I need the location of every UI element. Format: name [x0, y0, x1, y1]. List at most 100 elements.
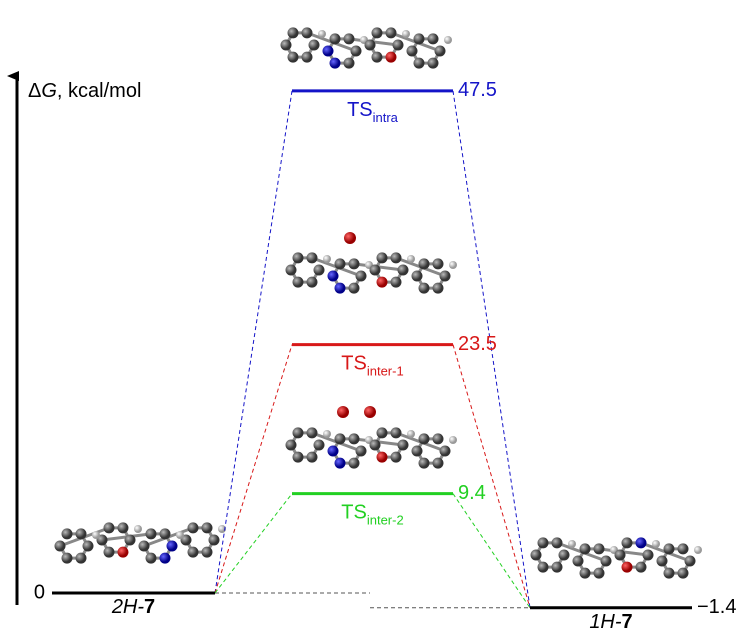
- axis-label-delta: Δ: [28, 80, 41, 102]
- atom: [377, 277, 388, 288]
- level-value: 47.5: [458, 79, 497, 101]
- atom: [433, 283, 444, 294]
- atom: [356, 446, 367, 457]
- atom: [685, 556, 696, 567]
- atom: [188, 547, 199, 558]
- atom: [76, 553, 87, 564]
- atom: [202, 547, 213, 558]
- atom: [622, 537, 633, 548]
- atom: [314, 440, 325, 451]
- label-main: TS: [341, 502, 367, 524]
- atom: [386, 27, 397, 38]
- atom: [364, 406, 376, 418]
- atom: [146, 528, 157, 539]
- atom: [309, 40, 320, 51]
- atom: [318, 30, 326, 38]
- atom: [160, 528, 171, 539]
- atom: [139, 541, 150, 552]
- atom: [293, 277, 304, 288]
- atom: [356, 271, 367, 282]
- level-value: 9.4: [458, 482, 486, 504]
- atom: [104, 547, 115, 558]
- atom: [428, 33, 439, 44]
- atom: [83, 541, 94, 552]
- atom: [386, 52, 397, 63]
- atom: [678, 543, 689, 554]
- atom: [288, 27, 299, 38]
- connector: [215, 494, 292, 593]
- atom: [643, 550, 654, 561]
- atom: [323, 430, 331, 438]
- atom: [552, 537, 563, 548]
- atom: [419, 258, 430, 269]
- atom: [594, 568, 605, 579]
- atom: [335, 258, 346, 269]
- level-label: TSinter-1: [341, 353, 403, 379]
- atom: [314, 265, 325, 276]
- atom: [349, 258, 360, 269]
- atom: [428, 58, 439, 69]
- label-italic: 1H-: [589, 611, 622, 631]
- atom: [531, 550, 542, 561]
- atom: [372, 27, 383, 38]
- atom: [538, 537, 549, 548]
- atom: [323, 46, 334, 57]
- connector: [453, 494, 530, 608]
- atom: [349, 283, 360, 294]
- atom: [335, 458, 346, 469]
- atom: [349, 458, 360, 469]
- atom: [678, 568, 689, 579]
- label-sub: inter-1: [367, 364, 404, 379]
- level-value: 23.5: [458, 333, 497, 355]
- atom: [286, 265, 297, 276]
- atom: [435, 46, 446, 57]
- atom: [580, 568, 591, 579]
- atom: [414, 58, 425, 69]
- atom: [365, 40, 376, 51]
- atom: [176, 531, 184, 539]
- atom: [391, 452, 402, 463]
- atom: [412, 446, 423, 457]
- atom: [337, 406, 349, 418]
- atom: [694, 546, 702, 554]
- atom: [167, 541, 178, 552]
- connector: [215, 91, 292, 593]
- label-italic: 2H-: [111, 596, 145, 618]
- atom: [335, 283, 346, 294]
- axis-label: ΔG, kcal/mol: [28, 80, 141, 102]
- atom: [391, 427, 402, 438]
- atom: [377, 252, 388, 263]
- atom: [573, 556, 584, 567]
- atom: [419, 283, 430, 294]
- level-label: 1H-7: [589, 611, 632, 631]
- atom: [433, 433, 444, 444]
- atom: [293, 452, 304, 463]
- connector: [453, 345, 530, 608]
- atom: [372, 52, 383, 63]
- atom: [657, 556, 668, 567]
- atom: [293, 252, 304, 263]
- atom: [202, 522, 213, 533]
- connector: [215, 345, 292, 593]
- atom: [370, 440, 381, 451]
- level-label: 2H-7: [111, 596, 155, 618]
- atom: [328, 446, 339, 457]
- atom: [419, 433, 430, 444]
- atom: [288, 52, 299, 63]
- atom: [568, 540, 576, 548]
- label-bold: 7: [622, 611, 633, 631]
- energy-diagram: ΔG, kcal/mol 02H-747.5TSintra23.5TSinter…: [0, 0, 745, 631]
- atom: [433, 458, 444, 469]
- atom: [615, 550, 626, 561]
- atom: [293, 427, 304, 438]
- atom: [286, 440, 297, 451]
- atom: [92, 531, 100, 539]
- atom: [328, 271, 339, 282]
- atom: [302, 52, 313, 63]
- atom: [307, 277, 318, 288]
- atom: [552, 562, 563, 573]
- atom: [118, 547, 129, 558]
- atom: [344, 58, 355, 69]
- axis-label-unit: , kcal/mol: [57, 80, 141, 102]
- atom: [76, 528, 87, 539]
